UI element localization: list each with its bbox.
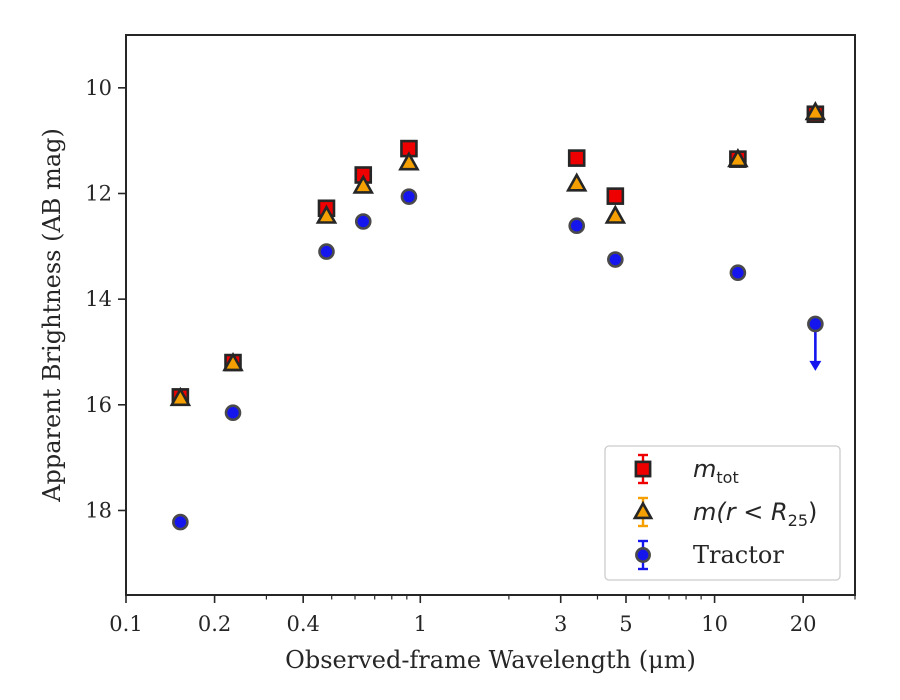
data-point: [607, 251, 624, 268]
data-point: [352, 174, 375, 194]
x-tick-label: 5: [619, 612, 632, 636]
upper-limit-arrow-head: [809, 360, 822, 371]
data-point: [318, 243, 335, 260]
y-tick-label: 10: [85, 76, 112, 100]
legend-label-main: m: [693, 455, 716, 483]
plot-area: [169, 100, 827, 531]
y-tick-label: 16: [85, 393, 112, 417]
x-tick-label: 0.1: [109, 612, 142, 636]
legend-label: mtot: [693, 455, 739, 487]
plot-frame: [125, 34, 856, 596]
data-point: [400, 188, 418, 205]
y-tick-label: 14: [85, 287, 112, 311]
series-1: [169, 100, 827, 407]
y-axis-label: Apparent Brightness (AB mag): [38, 128, 66, 503]
legend-marker: [634, 460, 652, 478]
legend-label: m(r < R25): [693, 498, 817, 530]
data-point: [224, 404, 242, 422]
legend-marker: [635, 547, 651, 563]
legend-item: mtot: [634, 453, 739, 487]
data-point: [568, 217, 586, 235]
y-tick-label: 18: [85, 498, 112, 522]
data-point: [172, 513, 189, 531]
data-point: [567, 149, 586, 167]
data-point: [398, 151, 420, 171]
legend-box: [604, 445, 841, 581]
data-point: [604, 204, 627, 224]
x-tick-label: 0.2: [198, 612, 231, 636]
legend-label: Tractor: [693, 541, 784, 569]
series-0: [171, 105, 825, 406]
data-point: [315, 204, 338, 224]
legend-label-tail: ): [808, 498, 817, 526]
legend-label-subscript: tot: [716, 468, 738, 487]
data-point: [804, 100, 827, 121]
x-tick-label: 1: [414, 612, 427, 636]
x-tick-label: 10: [701, 612, 728, 636]
legend-label-subscript: 25: [788, 511, 808, 530]
data-point: [565, 172, 588, 192]
axes: 0.1 0.2 0.4 1 3 5 10 20 10 12 14 16 18 Observed-frame…: [38, 34, 856, 674]
legend-item: Tractor: [635, 539, 784, 571]
legend: mtot m(r < R25) Tractor: [604, 445, 841, 581]
series-2: [172, 188, 824, 531]
x-axis-label: Observed-frame Wavelength (μm): [285, 646, 696, 674]
x-tick-label: 0.4: [286, 612, 319, 636]
data-point: [729, 264, 747, 282]
y-tick-label: 12: [85, 181, 112, 205]
data-point: [354, 213, 372, 230]
data-point: [727, 148, 749, 168]
legend-item: m(r < R25): [632, 496, 817, 530]
x-tick-label: 20: [790, 612, 817, 636]
legend-marker: [632, 500, 654, 520]
x-tick-label: 3: [554, 612, 567, 636]
data-point: [169, 386, 192, 407]
data-point: [807, 315, 824, 333]
data-point: [222, 351, 244, 372]
data-point: [606, 187, 625, 205]
legend-label-main: m(r < R: [693, 498, 788, 526]
